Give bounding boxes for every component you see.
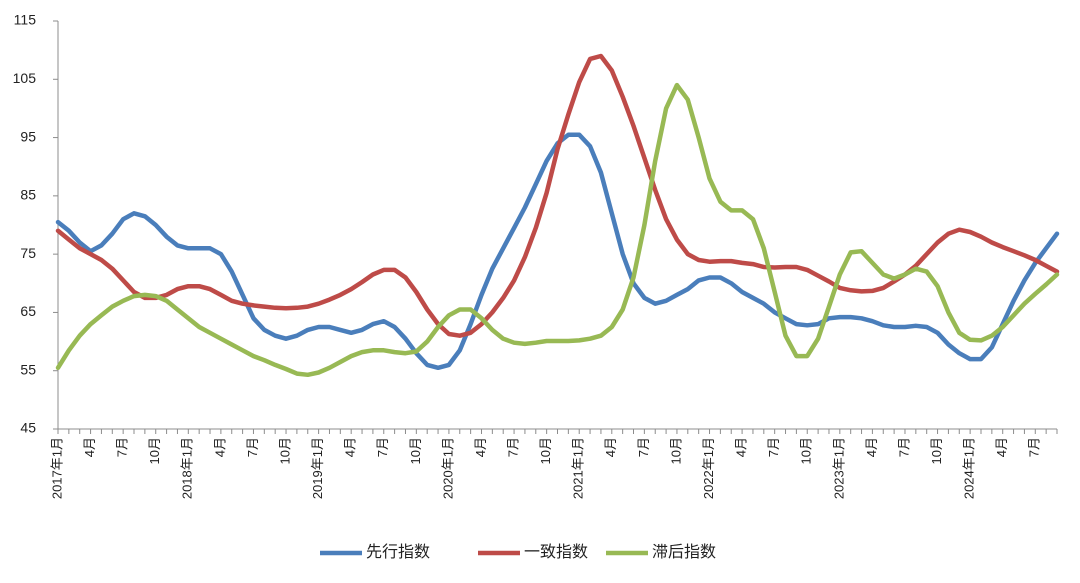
x-tick-label: 7月 xyxy=(636,437,651,457)
x-tick-label: 10月 xyxy=(538,437,553,464)
x-tick-label: 2022年1月 xyxy=(701,437,716,499)
x-tick-label: 2017年1月 xyxy=(49,437,64,499)
x-tick-label: 4月 xyxy=(473,437,488,457)
x-tick-label: 7月 xyxy=(896,437,911,457)
x-tick-label: 4月 xyxy=(994,437,1009,457)
y-tick-label: 55 xyxy=(20,361,36,377)
x-tick-label: 10月 xyxy=(147,437,162,464)
x-tick-label: 4月 xyxy=(343,437,358,457)
x-tick-label: 2020年1月 xyxy=(440,437,455,499)
x-tick-label: 7月 xyxy=(245,437,260,457)
legend-label: 滞后指数 xyxy=(652,543,716,561)
y-tick-label: 95 xyxy=(20,128,36,144)
series-line xyxy=(55,82,1060,378)
x-tick-label: 2018年1月 xyxy=(180,437,195,499)
legend-label: 一致指数 xyxy=(524,543,588,561)
x-tick-label: 2023年1月 xyxy=(831,437,846,499)
y-tick-label: 45 xyxy=(20,420,36,436)
legend-label: 先行指数 xyxy=(366,543,430,561)
x-tick-label: 7月 xyxy=(115,437,130,457)
x-tick-label: 10月 xyxy=(277,437,292,464)
y-tick-label: 75 xyxy=(20,245,36,261)
x-tick-label: 10月 xyxy=(929,437,944,464)
x-tick-label: 10月 xyxy=(668,437,683,464)
x-tick-label: 7月 xyxy=(766,437,781,457)
series-line xyxy=(55,53,1060,338)
y-tick-label: 115 xyxy=(14,12,37,28)
y-tick-label: 105 xyxy=(13,70,37,86)
x-tick-label: 2019年1月 xyxy=(310,437,325,499)
y-tick-label: 85 xyxy=(20,187,36,203)
x-tick-label: 7月 xyxy=(1027,437,1042,457)
x-tick-label: 10月 xyxy=(408,437,423,464)
x-tick-label: 4月 xyxy=(82,437,97,457)
x-tick-label: 4月 xyxy=(212,437,227,457)
x-tick-label: 2021年1月 xyxy=(571,437,586,499)
x-tick-label: 4月 xyxy=(603,437,618,457)
y-tick-label: 65 xyxy=(20,303,36,319)
x-tick-label: 10月 xyxy=(799,437,814,464)
x-tick-label: 4月 xyxy=(864,437,879,457)
x-tick-label: 7月 xyxy=(375,437,390,457)
x-tick-label: 7月 xyxy=(506,437,521,457)
x-tick-label: 4月 xyxy=(734,437,749,457)
x-tick-label: 2024年1月 xyxy=(962,437,977,499)
